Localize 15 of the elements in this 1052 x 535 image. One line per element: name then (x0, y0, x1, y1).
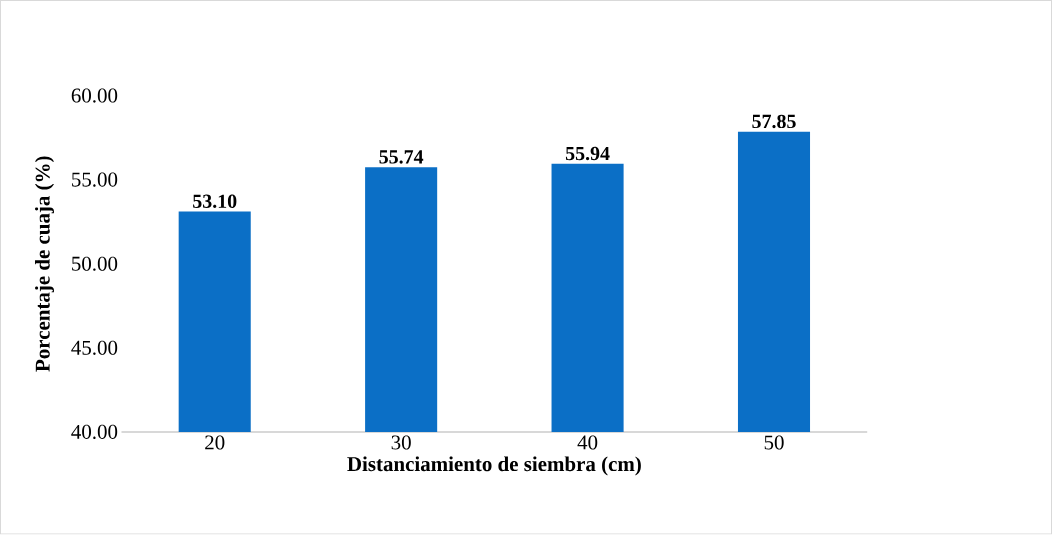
data-label: 55.74 (379, 150, 424, 164)
y-tick-label: 50.00 (72, 256, 118, 272)
data-label: 55.94 (565, 147, 610, 161)
x-tick-label: 50 (764, 435, 784, 450)
y-axis-title: Porcentaje de cuaja (%) (35, 156, 54, 372)
y-tick-label: 45.00 (71, 340, 118, 356)
data-label: 53.10 (193, 194, 237, 209)
x-tick-label: 20 (205, 435, 225, 450)
y-tick-label: 40.00 (71, 425, 118, 440)
data-label: 57.85 (752, 114, 796, 129)
x-axis-title: Distanciamiento de siembra (cm) (347, 456, 641, 476)
y-tick-label: 55.00 (72, 172, 118, 188)
y-tick-label: 60.00 (71, 88, 118, 103)
x-tick-label: 40 (577, 435, 598, 450)
x-tick-label: 30 (391, 435, 411, 450)
